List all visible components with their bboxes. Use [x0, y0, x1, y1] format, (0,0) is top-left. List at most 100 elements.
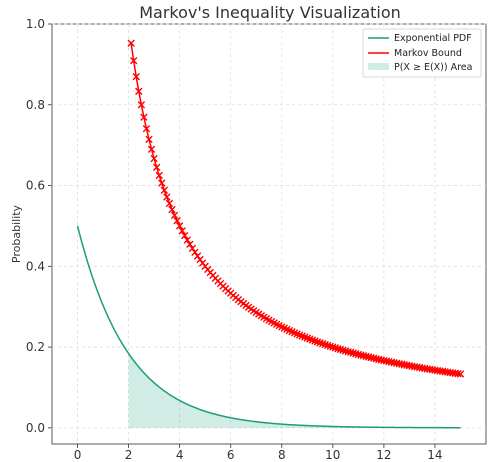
markov-marker-stroke	[280, 324, 289, 332]
markov-marker-stroke	[260, 313, 268, 321]
markov-marker-stroke	[155, 171, 163, 180]
markov-marker	[175, 222, 184, 230]
markov-marker-stroke	[135, 87, 143, 96]
markov-marker-stroke	[181, 231, 189, 240]
x-tick-label: 8	[278, 448, 286, 462]
markov-marker	[163, 193, 171, 201]
markov-marker-stroke	[293, 330, 301, 338]
markov-marker-stroke	[168, 205, 176, 214]
y-tick-label: 0.2	[26, 340, 45, 354]
legend-label-area: P(X ≥ E(X)) Area	[394, 62, 472, 73]
markov-marker	[188, 244, 197, 253]
y-tick-label: 0.6	[26, 179, 45, 193]
markov-marker-stroke	[349, 349, 357, 357]
markov-marker	[137, 101, 146, 109]
markov-marker-stroke	[346, 348, 355, 357]
legend-label-exponential-pdf: Exponential PDF	[394, 33, 472, 44]
markov-marker	[165, 199, 174, 208]
markov-marker	[145, 135, 153, 144]
markov-marker-stroke	[354, 350, 363, 359]
markov-marker-stroke	[145, 135, 153, 144]
markov-marker-stroke	[188, 244, 197, 253]
markov-marker	[147, 145, 156, 154]
x-tick-label: 14	[427, 448, 442, 462]
markov-marker-stroke	[186, 240, 194, 248]
markov-marker-stroke	[158, 179, 166, 187]
markov-marker	[160, 186, 169, 194]
markov-marker-stroke	[336, 345, 345, 354]
markov-marker	[186, 240, 194, 248]
markov-marker-stroke	[129, 57, 138, 65]
legend: Exponential PDF Markov Bound P(X ≥ E(X))…	[362, 28, 482, 78]
area-layer	[128, 353, 461, 428]
markov-marker-stroke	[311, 337, 319, 345]
markov-marker-stroke	[308, 336, 317, 344]
markov-marker-stroke	[288, 327, 296, 336]
markov-marker-stroke	[170, 211, 179, 219]
markov-marker-stroke	[132, 72, 140, 81]
legend-box	[362, 28, 482, 78]
chart-title: Markov's Inequality Visualization	[139, 3, 401, 22]
plot-area: 0 2 4 6 8 10 12 14 0.0 0.2 0.4 0.6 0.8 1.0 Probabili…	[10, 17, 487, 462]
markov-marker	[135, 87, 143, 96]
markov-marker-stroke	[278, 323, 286, 331]
markov-marker-stroke	[267, 317, 276, 326]
markov-marker-stroke	[329, 343, 337, 351]
markov-marker	[127, 39, 135, 47]
markov-marker-stroke	[183, 236, 192, 244]
markov-marker-stroke	[127, 39, 135, 47]
markov-marker-stroke	[341, 347, 350, 355]
markov-marker	[352, 350, 360, 358]
markov-marker	[132, 72, 140, 81]
markov-marker	[181, 231, 189, 240]
x-axis-ticks: 0 2 4 6 8 10 12 14	[74, 444, 443, 462]
markov-marker-stroke	[270, 319, 278, 327]
legend-label-markov-bound: Markov Bound	[394, 48, 462, 59]
markov-marker	[178, 227, 186, 235]
x-tick-label: 12	[376, 448, 391, 462]
markov-marker-stroke	[165, 199, 174, 208]
markov-marker-stroke	[147, 145, 156, 154]
markov-marker	[150, 154, 158, 163]
markov-marker	[344, 347, 352, 356]
markov-marker-stroke	[321, 340, 329, 349]
markov-marker-stroke	[175, 222, 184, 230]
markov-marker-stroke	[331, 344, 340, 352]
y-tick-label: 1.0	[26, 17, 45, 31]
markov-marker-stroke	[193, 252, 202, 260]
markov-marker-stroke	[257, 311, 266, 320]
markov-marker-stroke	[316, 339, 324, 347]
markov-marker-stroke	[283, 325, 291, 334]
markov-marker-stroke	[290, 329, 299, 337]
markov-marker-stroke	[137, 101, 146, 109]
markov-marker-stroke	[150, 154, 158, 163]
markov-marker-stroke	[142, 125, 151, 133]
markov-marker	[168, 205, 176, 214]
markov-marker-stroke	[313, 338, 322, 346]
markov-marker-stroke	[334, 344, 342, 353]
x-tick-label: 2	[125, 448, 133, 462]
y-axis-label: Probability	[10, 204, 23, 263]
legend-swatch-area	[368, 63, 389, 70]
markov-marker-stroke	[160, 186, 169, 194]
markov-marker-stroke	[163, 193, 171, 201]
markov-marker-stroke	[285, 326, 294, 335]
markov-marker-stroke	[295, 331, 304, 339]
markov-marker-stroke	[303, 334, 311, 342]
markov-marker-stroke	[152, 163, 161, 171]
markov-marker	[170, 211, 179, 219]
markov-marker	[191, 248, 199, 256]
markov-marker	[454, 369, 462, 378]
plot-background	[51, 23, 487, 445]
markov-marker-stroke	[344, 347, 352, 356]
markov-marker	[158, 179, 166, 187]
x-tick-label: 10	[325, 448, 340, 462]
markov-marker	[155, 171, 163, 180]
markov-marker-stroke	[318, 340, 327, 348]
markov-marker-stroke	[275, 321, 283, 330]
markov-marker-stroke	[140, 113, 148, 121]
markov-marker	[193, 252, 202, 260]
markov-marker-stroke	[272, 320, 281, 328]
markov-marker	[152, 163, 161, 171]
x-tick-label: 4	[176, 448, 184, 462]
